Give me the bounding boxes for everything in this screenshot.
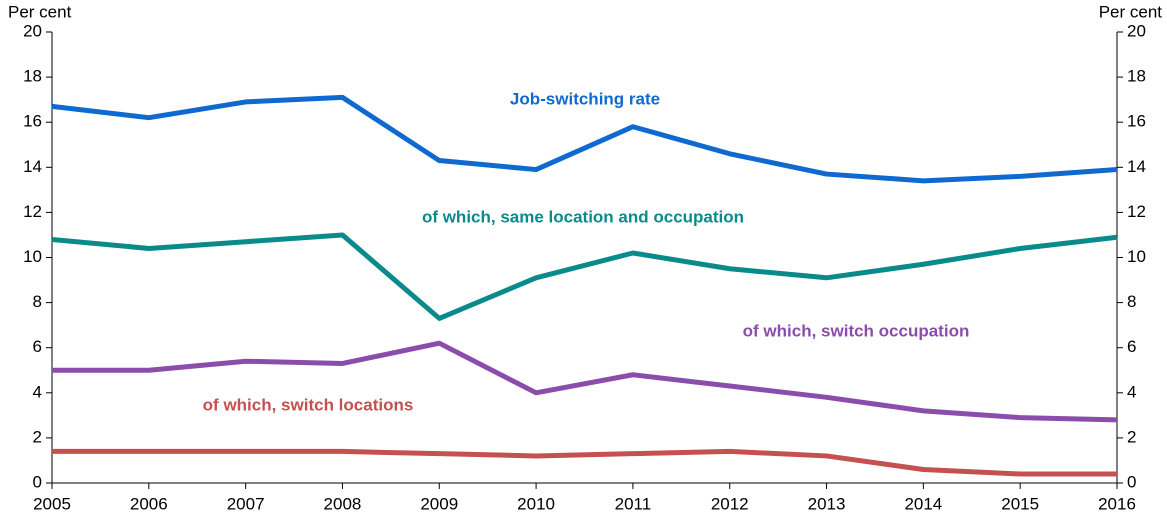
x-tick-label: 2006 [130, 494, 168, 513]
x-tick-label: 2015 [1001, 494, 1039, 513]
y2-tick-label: 6 [1127, 337, 1136, 356]
y2-tick-label: 12 [1127, 202, 1146, 221]
y-tick-label: 0 [33, 472, 42, 491]
y-tick-label: 12 [23, 202, 42, 221]
y-tick-label: 4 [33, 382, 42, 401]
x-tick-label: 2011 [615, 494, 652, 513]
series-line [52, 340, 1118, 423]
y-tick-label: 10 [23, 247, 42, 266]
x-tick-label: 2007 [227, 494, 265, 513]
x-tick-label: 2013 [808, 494, 846, 513]
x-tick-label: 2012 [711, 494, 749, 513]
y-tick-label: 2 [33, 427, 42, 446]
x-tick-label: 2014 [904, 494, 942, 513]
y-tick-label: 20 [23, 21, 42, 40]
y2-tick-label: 4 [1127, 382, 1136, 401]
series-line [51, 232, 1118, 321]
y2-axis-label: Per cent [1099, 2, 1163, 21]
y2-tick-label: 0 [1127, 472, 1136, 491]
y-tick-label: 16 [23, 112, 42, 131]
x-tick-label: 2016 [1098, 494, 1136, 513]
series-label: of which, same location and occupation [422, 207, 744, 226]
y2-tick-label: 16 [1127, 112, 1146, 131]
series-label: of which, switch locations [203, 395, 414, 414]
x-tick-label: 2008 [324, 494, 362, 513]
y-tick-label: 14 [23, 157, 42, 176]
y-tick-label: 8 [33, 292, 42, 311]
series-label: of which, switch occupation [743, 321, 970, 340]
y-axis-label: Per cent [8, 2, 72, 21]
y2-tick-label: 20 [1127, 21, 1146, 40]
x-tick-label: 2005 [33, 494, 71, 513]
series-line [52, 448, 1117, 477]
y2-tick-label: 10 [1127, 247, 1146, 266]
y-tick-label: 6 [33, 337, 42, 356]
y2-tick-label: 8 [1127, 292, 1136, 311]
y-tick-label: 18 [23, 67, 42, 86]
y2-tick-label: 2 [1127, 427, 1136, 446]
series-label: Job-switching rate [510, 89, 660, 108]
series-line [51, 94, 1118, 184]
x-tick-label: 2010 [517, 494, 555, 513]
y2-tick-label: 18 [1127, 67, 1146, 86]
y2-tick-label: 14 [1127, 157, 1146, 176]
x-tick-label: 2009 [420, 494, 458, 513]
